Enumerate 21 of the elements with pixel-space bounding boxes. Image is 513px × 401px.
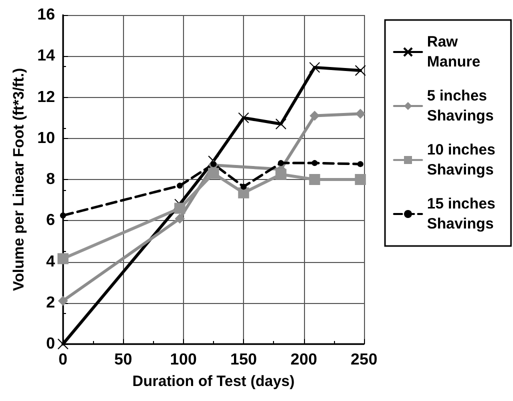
y-axis-title: Volume per Linear Foot (ft*3/ft.) bbox=[10, 68, 28, 292]
x-tick-label: 0 bbox=[58, 352, 68, 368]
y-tick-label: 12 bbox=[37, 88, 56, 106]
y-tick-label: 8 bbox=[46, 171, 56, 188]
x-tick-label: 150 bbox=[230, 352, 258, 368]
legend-label: Raw Manure bbox=[427, 34, 480, 70]
x-axis-title: Duration of Test (days) bbox=[132, 373, 295, 390]
y-tick-label: 16 bbox=[37, 6, 56, 24]
x-tick-label: 100 bbox=[170, 352, 197, 368]
y-tick-label: 0 bbox=[46, 336, 56, 352]
y-tick-label: 6 bbox=[46, 212, 56, 230]
legend-label: 10 inches Shavings bbox=[427, 142, 500, 178]
x-tick-label: 200 bbox=[290, 352, 318, 368]
x-tick-label: 50 bbox=[114, 352, 132, 368]
y-tick-label: 14 bbox=[37, 48, 56, 65]
legend-label: 15 inches Shavings bbox=[427, 196, 500, 232]
y-tick-label: 2 bbox=[46, 294, 56, 312]
y-tick-label: 10 bbox=[37, 130, 56, 147]
legend-label: 5 inches Shavings bbox=[427, 88, 494, 124]
y-tick-label: 4 bbox=[46, 253, 56, 270]
x-tick-label: 250 bbox=[350, 352, 378, 368]
